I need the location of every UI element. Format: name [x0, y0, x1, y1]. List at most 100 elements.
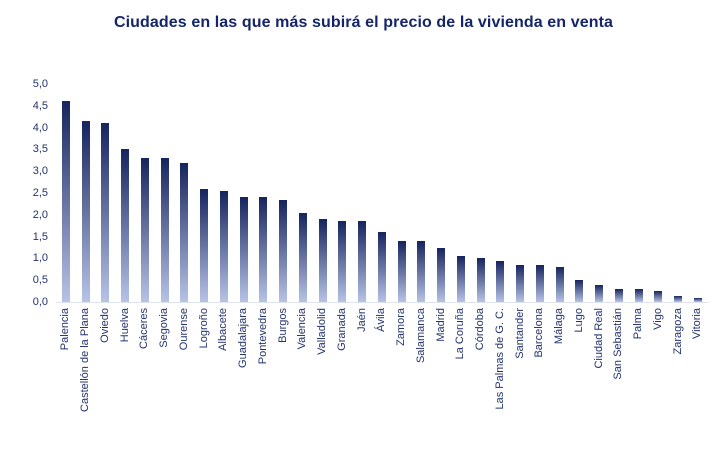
x-tick-cell: Cáceres: [135, 308, 155, 412]
y-tick-label: 2,5: [32, 187, 48, 199]
y-tick-label: 0,5: [32, 274, 48, 287]
x-tick-cell: Málaga: [550, 308, 570, 412]
x-tick-label: Ourense: [177, 308, 190, 351]
y-tick-label: 0,0: [32, 296, 48, 308]
bar: [338, 221, 347, 302]
x-tick-label: Lugo: [572, 308, 585, 333]
x-tick-label: Ciudad Real: [592, 308, 605, 369]
bar: [121, 149, 130, 302]
x-tick-label: Málaga: [553, 308, 566, 345]
x-tick-label: Huelva: [118, 308, 131, 343]
x-tick-label: Castellón de la Plana: [79, 308, 92, 412]
bar: [81, 121, 90, 302]
x-tick-cell: Jaén: [352, 308, 372, 412]
x-tick-label: Las Palmas de G. C.: [493, 308, 506, 410]
x-tick-cell: Ourense: [175, 308, 195, 412]
x-tick-cell: Palencia: [56, 308, 76, 412]
y-tick-label: 1,5: [32, 230, 48, 243]
x-tick-cell: Albacete: [214, 308, 234, 412]
y-tick-label: 4,5: [32, 99, 48, 112]
bar: [614, 288, 623, 302]
bar-column: [333, 84, 353, 302]
x-tick-cell: Madrid: [431, 308, 451, 412]
x-tick-cell: La Coruña: [451, 308, 471, 412]
x-tick-label: Oviedo: [98, 308, 111, 343]
bar: [180, 162, 189, 302]
y-tick-label: 1,0: [32, 252, 48, 265]
bar-column: [135, 84, 155, 302]
bar-column: [214, 84, 234, 302]
bar-column: [352, 84, 372, 302]
y-tick-label: 5,0: [32, 78, 48, 90]
bar: [654, 291, 663, 302]
x-tick-cell: Las Palmas de G. C.: [491, 308, 511, 412]
bar-chart: 5,0 4,5 4,0 3,5 3,0 2,5 2,0 1,5 1,0 0,5 0,0 Palenc…: [10, 78, 708, 412]
bar: [318, 219, 327, 302]
x-tick-label: Barcelona: [533, 308, 546, 358]
x-tick-label: Zamora: [395, 308, 408, 346]
bar: [298, 212, 307, 302]
bar-column: [234, 84, 254, 302]
bar-column: [451, 84, 471, 302]
bar-column: [194, 84, 214, 302]
x-tick-label: Palma: [632, 308, 645, 340]
x-tick-label: Guadalajara: [237, 308, 250, 368]
bar: [634, 288, 643, 302]
bar: [377, 232, 386, 302]
bar-column: [56, 84, 76, 302]
bar-column: [609, 84, 629, 302]
x-tick-label: Albacete: [217, 308, 230, 351]
bar: [476, 258, 485, 302]
x-tick-label: Valencia: [296, 308, 309, 350]
x-tick-label: La Coruña: [454, 308, 467, 360]
bar-column: [589, 84, 609, 302]
x-tick-label: Madrid: [434, 308, 447, 342]
bar: [516, 264, 525, 302]
bar: [101, 123, 110, 302]
x-tick-label: Salamanca: [414, 308, 427, 364]
x-tick-cell: Palma: [629, 308, 649, 412]
bar-column: [491, 84, 511, 302]
x-tick-cell: Ávila: [372, 308, 392, 412]
plot-area: [56, 84, 708, 303]
x-tick-cell: Burgos: [273, 308, 293, 412]
x-tick-label: Vigo: [651, 308, 664, 330]
bar-column: [155, 84, 175, 302]
x-tick-cell: Castellón de la Plana: [76, 308, 96, 412]
x-tick-label: Valladolid: [316, 308, 329, 355]
bar-column: [76, 84, 96, 302]
plot-wrap: Palencia Castellón de la Plana Oviedo Huelv…: [56, 84, 708, 412]
x-tick-label: San Sebastián: [612, 308, 625, 380]
bar: [239, 197, 248, 302]
x-tick-label: Palencia: [59, 308, 72, 351]
y-tick-label: 3,5: [32, 143, 48, 156]
bar: [397, 241, 406, 302]
bar: [259, 197, 268, 302]
x-tick-cell: Valencia: [293, 308, 313, 412]
bar-column: [629, 84, 649, 302]
bar-column: [175, 84, 195, 302]
x-tick-cell: Huelva: [115, 308, 135, 412]
bar: [279, 199, 288, 302]
bar-column: [372, 84, 392, 302]
x-tick-label: Segovia: [158, 308, 171, 348]
bar-column: [668, 84, 688, 302]
x-tick-label: Vitoria: [691, 308, 704, 339]
x-tick-label: Burgos: [276, 308, 289, 343]
x-tick-label: Pontevedra: [256, 308, 269, 365]
x-tick-cell: Pontevedra: [254, 308, 274, 412]
bar-column: [293, 84, 313, 302]
bar-column: [313, 84, 333, 302]
x-tick-cell: Lugo: [570, 308, 590, 412]
bar: [160, 158, 169, 302]
bar: [535, 264, 544, 302]
x-tick-cell: San Sebastián: [609, 308, 629, 412]
bar-column: [471, 84, 491, 302]
bar-column: [649, 84, 669, 302]
bar: [219, 190, 228, 302]
bar: [61, 101, 70, 302]
x-tick-cell: Guadalajara: [234, 308, 254, 412]
x-tick-cell: Santander: [510, 308, 530, 412]
x-tick-cell: Granada: [333, 308, 353, 412]
